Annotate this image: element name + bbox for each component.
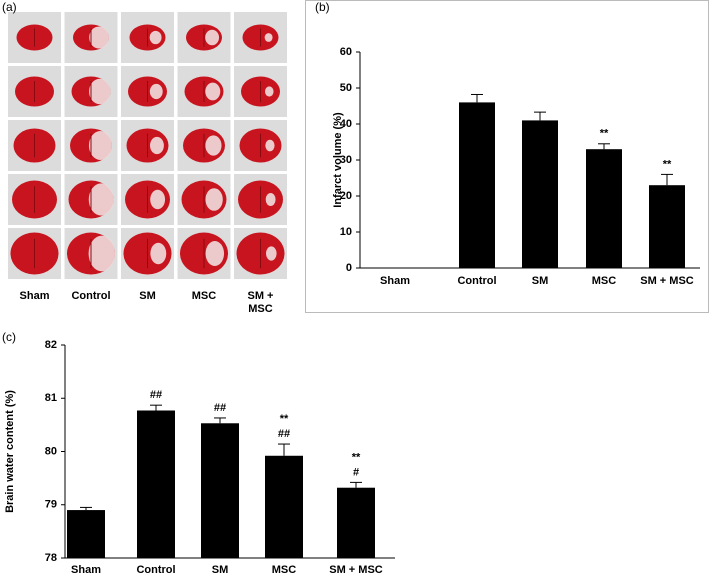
y-tick-label: 81 — [45, 392, 57, 404]
lesion — [89, 78, 111, 105]
y-axis-title: Infarct volume (%) — [332, 112, 344, 208]
lesion — [88, 183, 114, 216]
brain-images — [8, 12, 287, 279]
y-tick-label: 80 — [45, 445, 57, 457]
y-tick-label: 30 — [340, 154, 352, 166]
annotation: ** — [663, 158, 672, 170]
bar — [522, 120, 558, 269]
y-tick-label: 78 — [45, 552, 57, 564]
lesion — [149, 30, 162, 45]
annotation: ** — [352, 451, 361, 463]
bar — [337, 487, 375, 558]
lesion — [88, 235, 116, 272]
lesion — [264, 86, 274, 97]
column-label: SM — [139, 290, 156, 302]
lesion — [205, 135, 222, 156]
lesion — [149, 83, 163, 100]
error-bar — [598, 143, 610, 150]
x-tick-label: MSC — [592, 275, 617, 287]
error-bar — [534, 111, 546, 121]
lesion — [265, 139, 275, 152]
bar — [67, 510, 105, 558]
error-bar — [278, 443, 290, 456]
bar — [201, 423, 239, 558]
error-bar — [150, 404, 162, 411]
error-bar — [350, 481, 362, 488]
bar — [586, 149, 622, 268]
error-bar — [471, 93, 483, 103]
lesion — [205, 82, 221, 101]
lesion — [205, 188, 223, 211]
x-tick-label: Control — [136, 564, 175, 575]
panel-label: (a) — [2, 0, 17, 14]
error-bar — [80, 506, 92, 511]
y-tick-label: 10 — [340, 226, 352, 238]
x-tick-label: SM + MSC — [640, 275, 694, 287]
lesion — [205, 29, 220, 46]
x-tick-label: SM + MSC — [329, 564, 383, 575]
lesion — [150, 189, 166, 210]
y-axis-title: Brain water content (%) — [4, 390, 16, 513]
error-bar — [661, 173, 673, 186]
lesion — [150, 242, 167, 265]
lesion — [88, 131, 112, 160]
annotation: # — [353, 466, 359, 478]
y-tick-label: 50 — [340, 82, 352, 94]
y-tick-label: 60 — [340, 46, 352, 58]
column-label: MSC — [191, 290, 217, 302]
lesion — [266, 246, 277, 261]
y-tick-label: 20 — [340, 190, 352, 202]
x-tick-label: Control — [457, 275, 496, 287]
y-tick-label: 0 — [346, 262, 352, 274]
x-tick-label: SM — [212, 564, 229, 575]
lesion — [265, 193, 276, 206]
x-tick-label: Sham — [380, 275, 410, 287]
y-tick-label: 40 — [340, 118, 352, 130]
annotation: ** — [600, 128, 609, 140]
annotation: ## — [214, 402, 226, 414]
bar — [459, 102, 495, 269]
column-label: Control — [71, 290, 111, 302]
annotation: ## — [278, 428, 290, 440]
panel-label: (c) — [2, 330, 16, 344]
annotation: ## — [150, 389, 162, 401]
x-tick-label: MSC — [272, 564, 297, 575]
panel-label: (b) — [315, 0, 330, 14]
x-tick-label: Sham — [71, 564, 101, 575]
bar — [137, 410, 175, 558]
panel-frame — [305, 0, 709, 313]
lesion — [264, 33, 273, 42]
annotation: ** — [280, 413, 289, 425]
bar — [649, 185, 685, 268]
lesion — [205, 241, 225, 266]
error-bar — [214, 417, 226, 424]
lesion — [150, 136, 164, 155]
y-tick-label: 79 — [45, 499, 57, 511]
y-tick-label: 82 — [45, 339, 57, 351]
column-label: SM + MSC — [247, 290, 274, 315]
bar — [265, 455, 303, 558]
x-tick-label: SM — [532, 275, 549, 287]
column-label: Sham — [19, 290, 50, 302]
lesion — [89, 26, 109, 49]
